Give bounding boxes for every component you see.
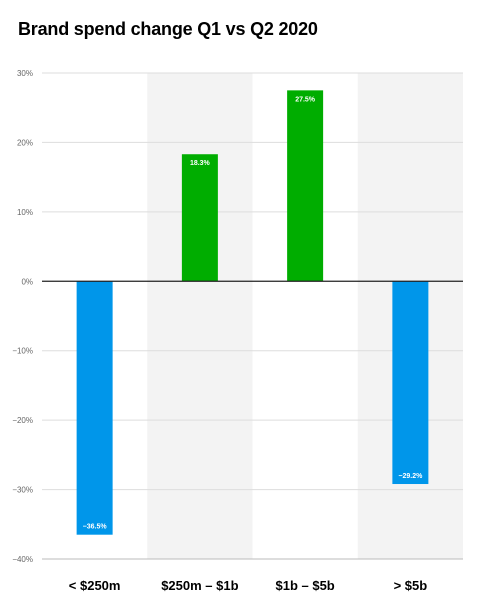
bar bbox=[392, 281, 429, 485]
data-label: 18.3% bbox=[190, 160, 211, 167]
x-category-label: > $5b bbox=[394, 578, 428, 593]
y-tick-label: 0% bbox=[21, 277, 33, 286]
y-tick-label: 30% bbox=[17, 69, 33, 78]
data-label: −36.5% bbox=[83, 524, 108, 531]
x-category-label: < $250m bbox=[69, 578, 121, 593]
chart-title: Brand spend change Q1 vs Q2 2020 bbox=[18, 19, 318, 39]
y-tick-label: 10% bbox=[17, 208, 33, 217]
x-axis-category-labels: < $250m $250m – $1b $1b – $5b > $5b bbox=[69, 578, 427, 593]
x-category-label: $1b – $5b bbox=[275, 578, 334, 593]
y-tick-label: 20% bbox=[17, 138, 33, 147]
y-tick-label: −10% bbox=[12, 347, 33, 356]
category-band bbox=[147, 73, 253, 559]
data-labels: −36.5% 18.3% 27.5% −29.2% bbox=[83, 96, 423, 530]
y-tick-label: −30% bbox=[12, 486, 33, 495]
bar bbox=[76, 281, 113, 535]
y-tick-label: −20% bbox=[12, 416, 33, 425]
bars bbox=[76, 90, 429, 535]
y-tick-label: −40% bbox=[12, 555, 33, 564]
y-axis-tick-labels: 30% 20% 10% 0% −10% −20% −30% −40% bbox=[12, 69, 33, 564]
data-label: −29.2% bbox=[398, 473, 423, 480]
data-label: 27.5% bbox=[295, 96, 316, 103]
bar bbox=[181, 154, 218, 282]
bar bbox=[287, 90, 324, 282]
x-category-label: $250m – $1b bbox=[161, 578, 238, 593]
